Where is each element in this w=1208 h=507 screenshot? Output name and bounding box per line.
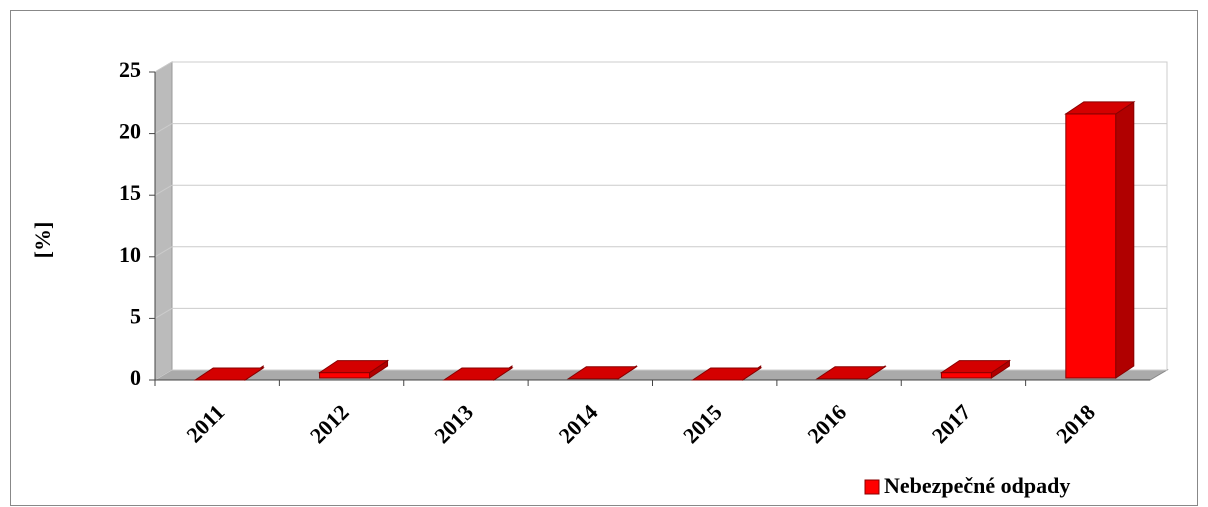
bar-top (317, 360, 390, 374)
y-tick-label: 10 (119, 242, 141, 267)
bar-top (691, 367, 763, 381)
y-tick-label: 25 (119, 57, 141, 82)
bar-top (815, 366, 887, 380)
bar-top (442, 367, 514, 381)
y-tick-label: 0 (130, 365, 141, 390)
grid-line (154, 307, 1167, 319)
side-wall (154, 61, 173, 381)
legend-swatch (864, 479, 880, 495)
bar-top (1064, 101, 1136, 115)
y-tick-label: 15 (119, 180, 141, 205)
y-tick-label: 5 (130, 303, 141, 328)
back-wall (171, 61, 1168, 371)
grid-line (154, 246, 1167, 258)
bar-top (193, 367, 265, 381)
bar-front (1065, 113, 1117, 379)
floor (153, 369, 1169, 381)
bar-front (940, 372, 992, 379)
legend-label: Nebezpečné odpady (884, 473, 1070, 498)
y-axis-label: [%] (30, 222, 55, 259)
bar-side (1115, 100, 1135, 379)
bar-top (939, 360, 1012, 374)
bar-front (319, 372, 371, 379)
grid-line (154, 61, 1167, 73)
grid-line (154, 123, 1167, 135)
bar-top (566, 366, 638, 380)
grid-line (154, 184, 1167, 196)
y-tick-label: 20 (119, 119, 141, 144)
